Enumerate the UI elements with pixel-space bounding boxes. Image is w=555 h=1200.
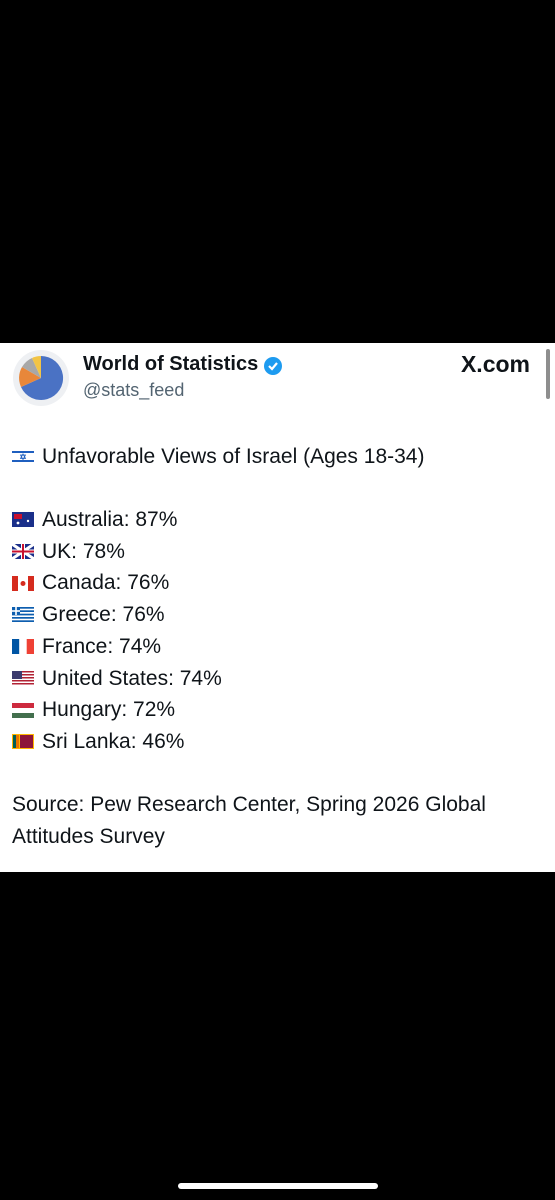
flag-icon (12, 576, 34, 591)
stat-item: UK: 78% (42, 539, 125, 563)
stat-item: United States: 74% (42, 666, 222, 690)
flag-icon (12, 512, 34, 527)
author-handle[interactable]: @stats_feed (83, 380, 185, 400)
flag-icon (12, 671, 34, 686)
post-card: World of Statistics @stats_feed X.com Un… (0, 343, 555, 872)
flag-icon (12, 544, 34, 559)
stat-item: Sri Lanka: 46% (42, 729, 185, 753)
home-indicator[interactable] (178, 1183, 378, 1189)
verified-badge (264, 357, 282, 375)
flag-icon (12, 449, 34, 464)
post-title: Unfavorable Views of Israel (Ages 18-34) (42, 445, 425, 468)
avatar[interactable] (12, 349, 70, 407)
flag-icon (12, 703, 34, 718)
flag-icon (12, 639, 34, 654)
stat-item: Hungary: 72% (42, 698, 176, 722)
stat-item: Canada: 76% (42, 571, 170, 595)
scrollbar (546, 349, 550, 399)
source-note: Source: Pew Research Center, Spring 2026… (12, 793, 486, 848)
author-name[interactable]: World of Statistics (83, 353, 259, 375)
stat-item: Australia: 87% (42, 508, 178, 531)
flag-icon (12, 607, 34, 622)
site-label: X.com (460, 351, 530, 377)
flag-icon (12, 734, 34, 749)
stat-item: France: 74% (42, 634, 162, 658)
stat-item: Greece: 76% (42, 603, 165, 627)
